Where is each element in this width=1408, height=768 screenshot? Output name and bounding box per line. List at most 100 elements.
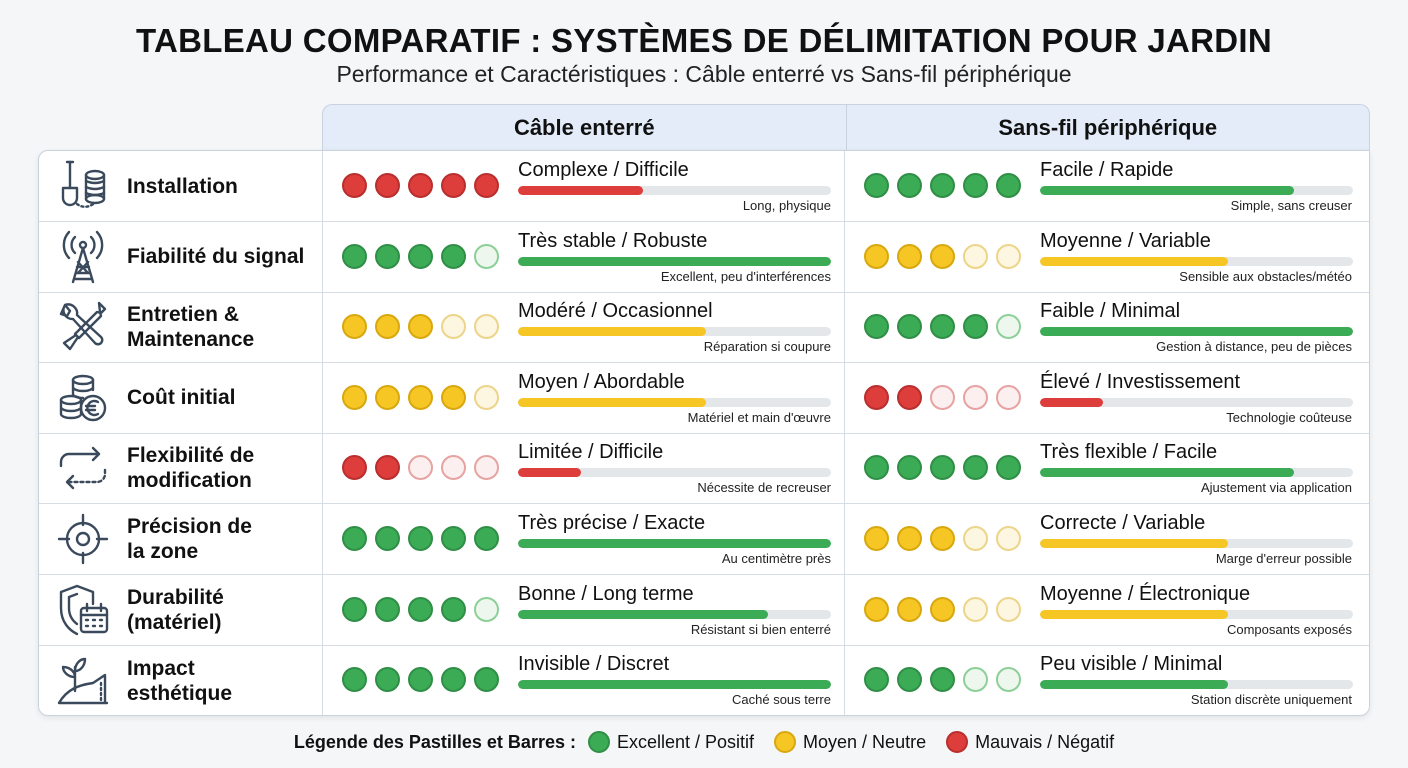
cable-rating-title: Invisible / Discret (518, 653, 670, 676)
wrench-screwdriver-icon (55, 299, 111, 355)
cable-rating-title: Modéré / Occasionnel (518, 300, 713, 323)
cable-score-bar (518, 539, 831, 548)
cable-score-bar-fill (518, 680, 831, 690)
cable-rating-dots (342, 173, 499, 198)
wireless-cell: Élevé / Investissement Technologie coûteu… (844, 362, 1365, 433)
cable-score-bar-fill (518, 609, 769, 619)
rating-dot-filled (897, 526, 922, 551)
table-row: Impact esthétique Invisible / Discret Cach… (39, 645, 1369, 715)
rating-dot-filled (342, 314, 367, 340)
rating-dot-empty (408, 455, 433, 481)
cable-rating-dots (342, 596, 499, 622)
rating-dot-empty (996, 314, 1021, 340)
cable-rating-title: Complexe / Difficile (518, 159, 689, 181)
rating-dot-filled (408, 243, 433, 269)
wireless-score-bar (1040, 256, 1353, 266)
wireless-score-bar (1040, 397, 1353, 407)
rating-dot-filled (963, 173, 988, 198)
column-header-wireless: Sans-fil périphérique (845, 105, 1370, 150)
coins-euro-icon (55, 370, 111, 426)
rating-dot-filled (408, 596, 433, 622)
cable-rating-dots (342, 455, 499, 481)
rating-dot-empty (963, 243, 988, 269)
rating-dot-empty (474, 243, 499, 269)
rating-dot-empty (963, 526, 988, 551)
cable-rating-note: Long, physique (742, 198, 831, 213)
rating-dot-filled (408, 526, 433, 551)
table-row: Coût initial Moyen / Abordable Matériel et… (39, 362, 1369, 434)
wireless-score-bar-fill (1040, 609, 1228, 619)
rating-dot-filled (897, 596, 922, 622)
rating-dot-empty (474, 314, 499, 340)
legend-title: Légende des Pastilles et Barres : (293, 731, 576, 752)
cable-rating-title: Bonne / Long terme (518, 582, 694, 605)
cable-rating-note: Au centimètre près (721, 551, 831, 566)
cable-rating-dots (342, 667, 499, 693)
rating-dot-empty (474, 596, 499, 622)
legend-dot-yellow (774, 731, 797, 753)
page-title: TABLEAU COMPARATIF : SYSTÈMES DE DÉLIMIT… (135, 22, 1273, 59)
wireless-rating-dots (864, 455, 1021, 481)
wireless-rating-title: Faible / Minimal (1040, 300, 1181, 323)
wireless-cell: Moyenne / Variable Sensible aux obstacles… (844, 221, 1365, 292)
legend: Légende des Pastilles et Barres : Excell… (0, 731, 1408, 753)
rating-dot-empty (474, 455, 499, 481)
rating-dot-filled (897, 384, 922, 410)
rating-dot-filled (930, 596, 955, 622)
criterion-label: Coût initial (127, 386, 236, 410)
cable-rating-dots (342, 243, 499, 269)
rating-dot-filled (864, 667, 889, 693)
wireless-score-bar (1040, 539, 1353, 548)
wireless-score-bar-fill (1040, 397, 1103, 407)
cable-cell: Très précise / Exacte Au centimètre près (323, 504, 844, 574)
plant-hill-icon (55, 653, 111, 709)
cable-rating-note: Matériel et main d'œuvre (687, 409, 831, 425)
legend-item-yellow: Moyen / Neutre (774, 731, 926, 753)
wireless-rating-note: Station discrète uniquement (1190, 692, 1352, 708)
wireless-rating-note: Simple, sans creuser (1230, 198, 1352, 213)
wireless-rating-note: Composants exposés (1226, 621, 1352, 637)
legend-label-yellow: Moyen / Neutre (803, 731, 927, 752)
cable-score-bar-fill (518, 327, 706, 337)
rating-dot-filled (342, 455, 367, 481)
rating-dot-empty (441, 314, 466, 340)
criterion-label: Durabilité (matériel) (127, 585, 224, 634)
rating-dot-filled (864, 173, 889, 198)
cable-score-bar-fill (518, 539, 831, 548)
legend-dot-red (946, 731, 969, 753)
cable-score-bar (518, 468, 831, 478)
rating-dot-filled (441, 243, 466, 269)
shield-calendar-icon (55, 582, 111, 638)
rating-dot-filled (375, 455, 400, 481)
rating-dot-filled (375, 314, 400, 340)
rating-dot-filled (897, 173, 922, 198)
criterion-label: Flexibilité de modification (127, 444, 255, 493)
criterion-label: Entretien & Maintenance (127, 303, 255, 352)
rating-dot-empty (474, 384, 499, 410)
wireless-rating-dots (864, 667, 1021, 693)
cable-score-bar (518, 609, 831, 619)
wireless-rating-title: Très flexible / Facile (1040, 441, 1218, 464)
wireless-rating-dots (864, 384, 1021, 410)
criterion-cell: Flexibilité de modification (39, 433, 323, 504)
rating-dot-filled (897, 667, 922, 693)
wireless-cell: Peu visible / Minimal Station discrète un… (844, 645, 1365, 715)
cable-cell: Invisible / Discret Caché sous terre (323, 645, 844, 715)
rating-dot-filled (375, 596, 400, 622)
wireless-rating-title: Correcte / Variable (1040, 512, 1206, 534)
rating-dot-filled (441, 173, 466, 198)
wireless-rating-title: Élevé / Investissement (1040, 370, 1241, 393)
wireless-rating-title: Moyenne / Variable (1040, 229, 1211, 252)
table-row: Fiabilité du signal Très stable / Robuste… (39, 221, 1369, 293)
rating-dot-empty (963, 667, 988, 693)
wireless-score-bar (1040, 468, 1353, 478)
column-header-cable: Câble enterré (513, 114, 655, 140)
wireless-score-bar (1040, 609, 1353, 619)
comparison-table: Installation Complexe / Difficile Long, ph… (38, 150, 1370, 716)
cable-rating-note: Réparation si coupure (703, 339, 831, 355)
antenna-tower-icon (55, 229, 111, 285)
criterion-cell: Fiabilité du signal (39, 221, 323, 292)
wireless-rating-dots (864, 596, 1021, 622)
rating-dot-filled (375, 173, 400, 198)
rating-dot-filled (408, 667, 433, 693)
